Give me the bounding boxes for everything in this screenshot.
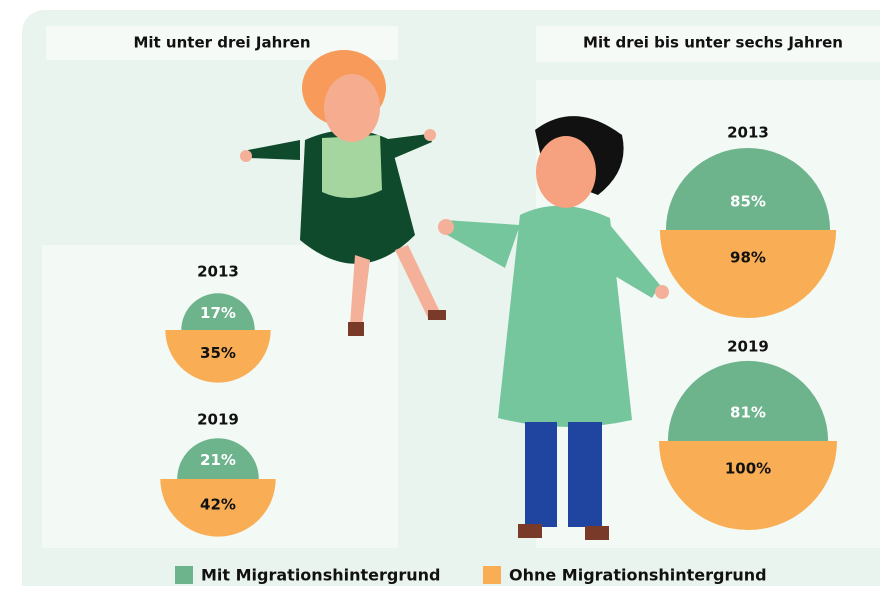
- right-header: [536, 26, 880, 62]
- half-circle: [165, 330, 271, 383]
- legend-swatch: [175, 566, 193, 584]
- legend-swatch: [483, 566, 501, 584]
- year-label: 2019: [197, 411, 239, 429]
- panel-title: Mit drei bis unter sechs Jahren: [583, 34, 843, 52]
- half-circle: [177, 438, 259, 479]
- half-circle: [667, 360, 829, 441]
- year-label: 2013: [197, 263, 239, 281]
- panel-title: Mit unter drei Jahren: [133, 34, 310, 52]
- value-label: 21%: [200, 451, 236, 469]
- value-label: 35%: [200, 344, 236, 362]
- year-label: 2013: [727, 124, 769, 142]
- value-label: 85%: [730, 193, 766, 211]
- value-label: 100%: [725, 460, 771, 478]
- value-label: 98%: [730, 249, 766, 267]
- half-circle: [659, 230, 837, 319]
- value-label: 42%: [200, 495, 236, 513]
- toddler-illustration: [240, 50, 446, 336]
- value-label: 17%: [200, 304, 236, 322]
- half-circle: [665, 147, 831, 230]
- half-circle: [160, 479, 276, 537]
- half-circle: [659, 441, 837, 530]
- legend-label: Ohne Migrationshintergrund: [509, 566, 767, 585]
- half-circle: [181, 293, 255, 330]
- value-label: 81%: [730, 404, 766, 422]
- legend-label: Mit Migrationshintergrund: [201, 566, 440, 585]
- year-label: 2019: [727, 338, 769, 356]
- child-illustration: [438, 116, 669, 540]
